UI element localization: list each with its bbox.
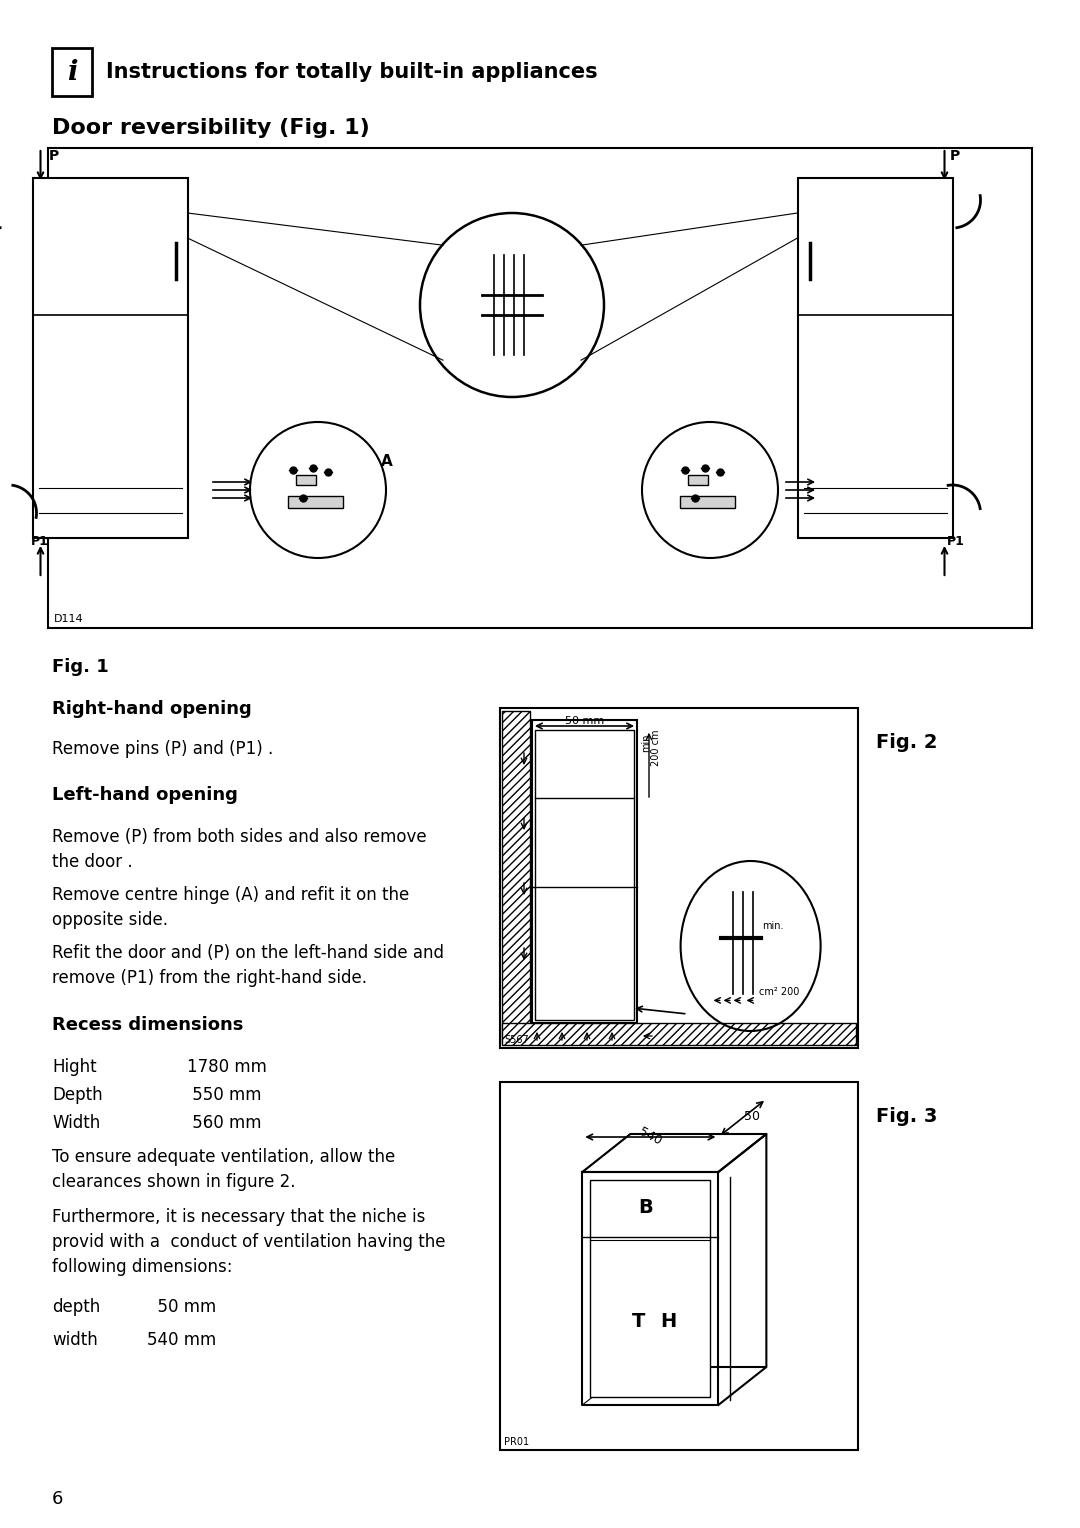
Text: Depth: Depth (52, 1086, 103, 1105)
Bar (48, 148, 1032, 628)
Text: Recess dimensions: Recess dimensions (52, 1016, 243, 1034)
Text: Remove (P) from both sides and also remove
the door .: Remove (P) from both sides and also remo… (52, 828, 427, 871)
Text: min.: min. (762, 920, 784, 931)
Text: Fig. 1: Fig. 1 (52, 659, 109, 675)
Text: Width: Width (52, 1114, 100, 1132)
Bar (591, 1180, 711, 1397)
Text: Right-hand opening: Right-hand opening (52, 700, 252, 718)
Text: Remove centre hinge (A) and refit it on the
opposite side.: Remove centre hinge (A) and refit it on … (52, 886, 409, 929)
Text: Instructions for totally built-in appliances: Instructions for totally built-in applia… (106, 63, 597, 83)
Bar (535, 798, 634, 1021)
Bar (288, 497, 343, 507)
Text: depth: depth (52, 1297, 100, 1316)
Text: PR01: PR01 (504, 1436, 529, 1447)
Bar (52, 47, 92, 96)
Bar (296, 475, 316, 484)
Text: 50: 50 (744, 1109, 760, 1123)
Text: 50 mm: 50 mm (565, 717, 604, 726)
Text: Fig. 2: Fig. 2 (876, 733, 937, 752)
Text: min.: min. (642, 730, 651, 752)
Text: cm² 200: cm² 200 (758, 987, 799, 998)
Text: H: H (660, 1311, 676, 1331)
Text: Hight: Hight (52, 1057, 96, 1076)
Bar (532, 720, 637, 1024)
Bar (500, 707, 858, 1048)
Text: 560 mm: 560 mm (187, 1114, 261, 1132)
Bar (680, 497, 735, 507)
Text: B: B (638, 1198, 652, 1218)
Text: Furthermore, it is necessary that the niche is
provid with a  conduct of ventila: Furthermore, it is necessary that the ni… (52, 1209, 446, 1276)
Text: 540 mm: 540 mm (147, 1331, 216, 1349)
Text: 550 mm: 550 mm (187, 1086, 261, 1105)
Bar (500, 1082, 858, 1450)
Bar (797, 177, 953, 538)
Bar (502, 711, 530, 1044)
Text: S567: S567 (504, 1034, 529, 1045)
Text: P1: P1 (946, 535, 964, 549)
Text: 50 mm: 50 mm (147, 1297, 216, 1316)
Text: P: P (49, 150, 58, 163)
Text: T: T (632, 1311, 645, 1331)
Text: i: i (67, 58, 78, 86)
Text: Fig. 3: Fig. 3 (876, 1106, 937, 1126)
Bar (32, 177, 188, 538)
Text: 540: 540 (637, 1125, 664, 1148)
Text: To ensure adequate ventilation, allow the
clearances shown in figure 2.: To ensure adequate ventilation, allow th… (52, 1148, 395, 1190)
Text: Refit the door and (P) on the left-hand side and
remove (P1) from the right-hand: Refit the door and (P) on the left-hand … (52, 944, 444, 987)
Text: P: P (949, 150, 960, 163)
Text: 200 cm: 200 cm (651, 730, 661, 767)
Text: D114: D114 (54, 614, 83, 623)
Text: Remove pins (P) and (P1) .: Remove pins (P) and (P1) . (52, 740, 273, 758)
Text: P1: P1 (30, 535, 49, 549)
Text: Left-hand opening: Left-hand opening (52, 785, 238, 804)
Bar (688, 475, 708, 484)
Bar (535, 730, 634, 798)
Bar (502, 1024, 856, 1045)
Text: 6: 6 (52, 1490, 64, 1508)
Text: Door reversibility (Fig. 1): Door reversibility (Fig. 1) (52, 118, 369, 138)
Text: 1780 mm: 1780 mm (187, 1057, 267, 1076)
Text: width: width (52, 1331, 98, 1349)
Text: A: A (381, 454, 393, 469)
